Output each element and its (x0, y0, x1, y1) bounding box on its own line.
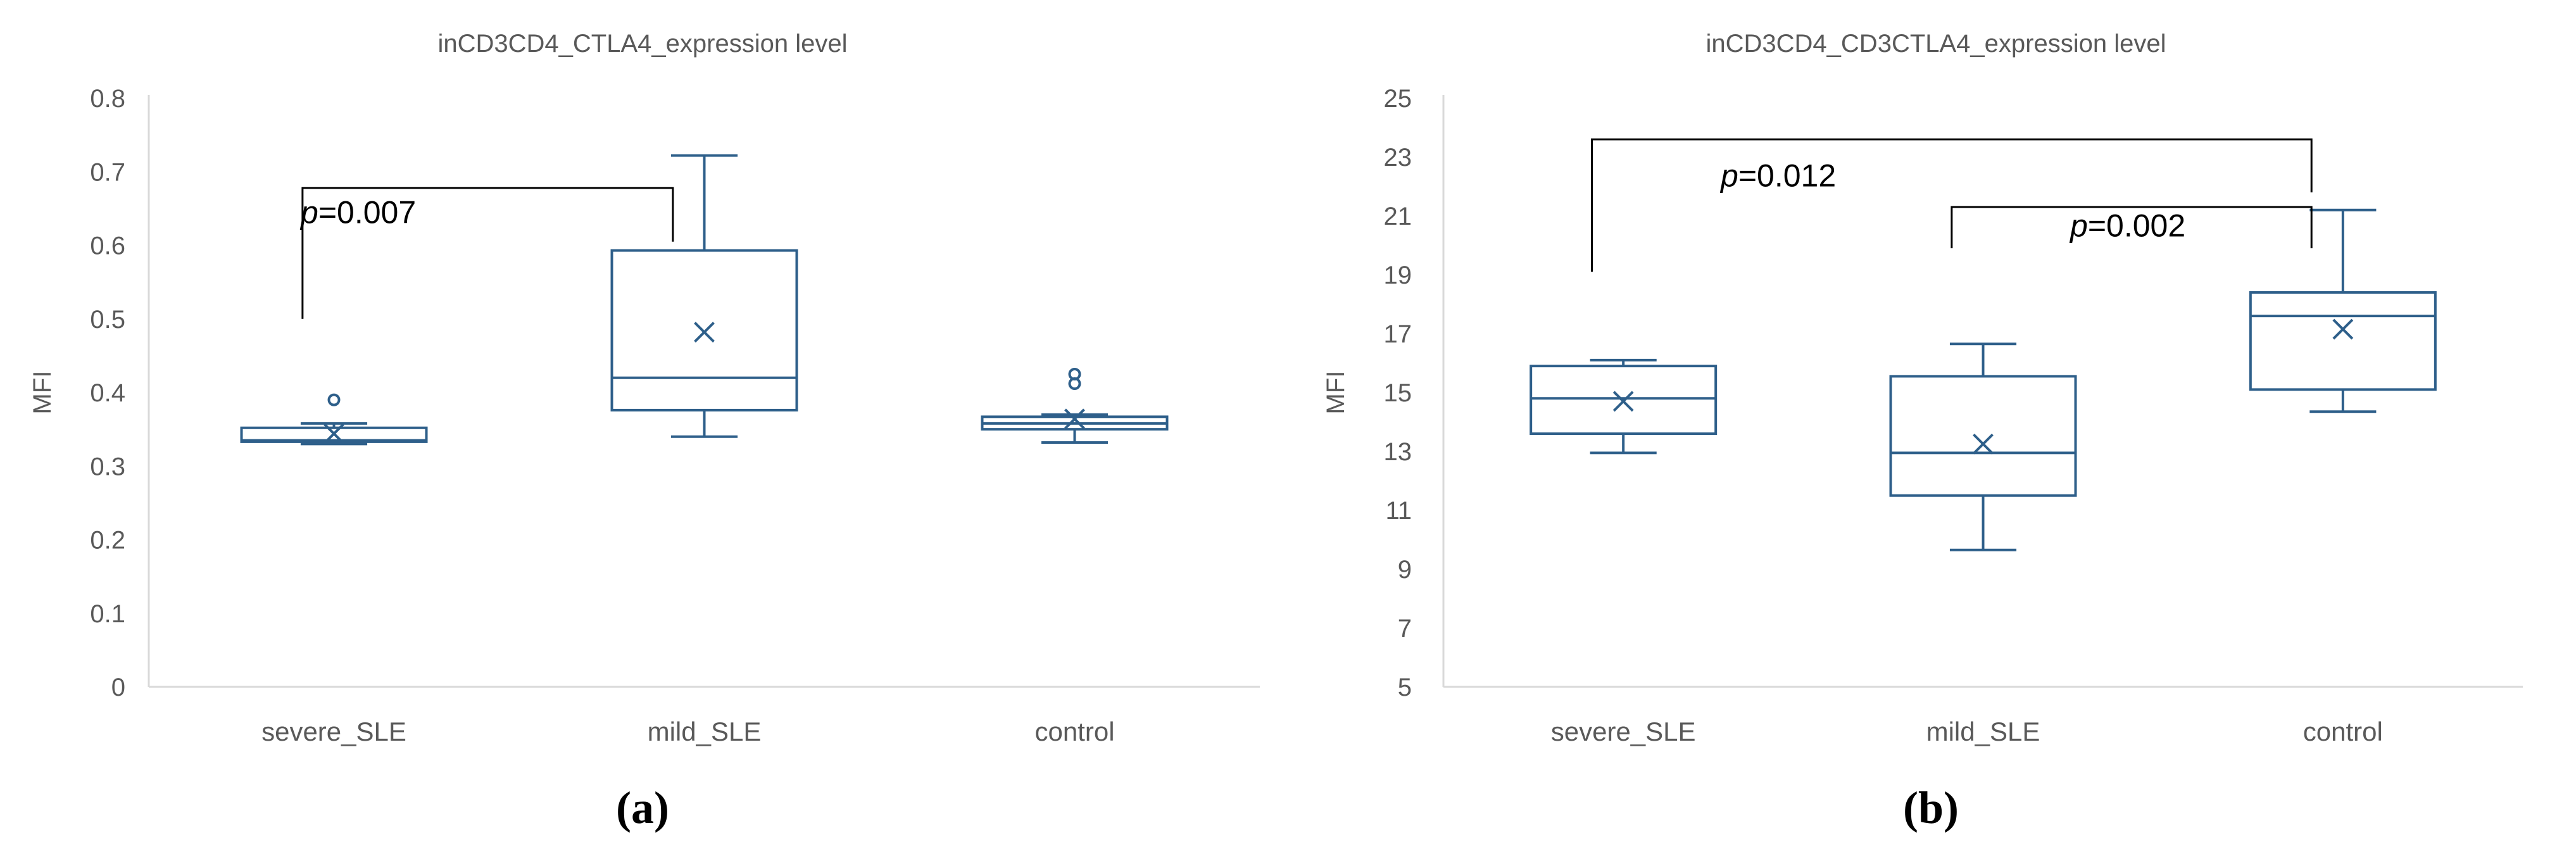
panel-label: (a) (616, 782, 669, 833)
y-tick-label: 9 (1398, 556, 1412, 584)
y-tick-label: 23 (1384, 144, 1412, 172)
box-iqr (610, 249, 798, 411)
box-iqr (240, 426, 428, 443)
p-value-label: p=0.012 (1719, 158, 1836, 194)
significance-bracket: p=0.007 (299, 187, 674, 319)
box-control (2249, 208, 2437, 413)
outlier-point (1068, 367, 1081, 380)
mean-marker (2332, 318, 2354, 340)
outlier-point (327, 393, 341, 406)
chart-panel-1: inCD3CD4_CTLA4_expression level 0 0.1 0.2 0.… (28, 30, 1260, 833)
y-axis-label: MFI (28, 371, 56, 415)
chart-title: inCD3CD4_CD3CTLA4_expression level (1706, 30, 2166, 58)
mean-marker (1973, 433, 1994, 455)
y-axis-label: MFI (1322, 371, 1350, 415)
y-tick-label: 15 (1384, 379, 1412, 407)
y-tick-label: 5 (1398, 674, 1412, 701)
bracket-line (1951, 206, 2313, 249)
x-tick-label: mild_SLE (648, 717, 762, 746)
y-tick-label: 17 (1384, 320, 1412, 348)
y-tick-label: 19 (1384, 261, 1412, 289)
p-value-label: p=0.007 (299, 195, 416, 230)
p-symbol: p (1719, 158, 1738, 194)
box-mild_SLE (610, 154, 798, 438)
mean-marker (324, 423, 344, 444)
y-tick-label: 0.3 (90, 453, 125, 480)
box-iqr (1530, 365, 1718, 436)
y-tick-label: 0.8 (90, 85, 125, 113)
x-tick-label: mild_SLE (1926, 717, 2040, 746)
y-tick-label: 0.5 (90, 306, 125, 334)
box-severe_SLE (240, 393, 428, 446)
y-tick-label: 21 (1384, 203, 1412, 230)
bracket-line (1591, 138, 2313, 272)
y-tick-label: 0.6 (90, 232, 125, 260)
y-tick-label: 0.7 (90, 158, 125, 186)
box-iqr (1889, 375, 2077, 497)
y-tick-label: 0.1 (90, 600, 125, 628)
p-value-label: p=0.002 (2069, 208, 2185, 244)
p-symbol: p (2069, 208, 2088, 244)
p-value: =0.007 (318, 195, 416, 230)
significance-bracket: p=0.002 (1951, 206, 2313, 249)
y-tick-label: 7 (1398, 615, 1412, 643)
p-symbol: p (299, 195, 318, 230)
significance-bracket: p=0.012 (1591, 138, 2313, 272)
x-tick-label: severe_SLE (1551, 717, 1696, 746)
panel-label: (b) (1903, 782, 1959, 833)
chart-panel-2: inCD3CD4_CD3CTLA4_expression level 5 7 9 11 1… (1322, 30, 2523, 833)
y-tick-label: 0 (111, 674, 125, 701)
chart-title: inCD3CD4_CTLA4_expression level (438, 30, 848, 58)
y-tick-label: 0.2 (90, 527, 125, 555)
p-value: =0.012 (1738, 158, 1836, 194)
bracket-line (301, 187, 674, 319)
y-tick-label: 11 (1385, 497, 1412, 525)
box-severe_SLE (1530, 358, 1718, 455)
x-tick-label: severe_SLE (261, 717, 406, 746)
p-value: =0.002 (2088, 208, 2185, 244)
mean-marker (1612, 391, 1634, 412)
box-iqr (2249, 291, 2437, 391)
box-mild_SLE (1889, 342, 2077, 551)
box-control (981, 367, 1169, 444)
x-tick-label: control (1034, 717, 1114, 746)
mean-marker (1064, 408, 1085, 430)
y-tick-label: 25 (1384, 85, 1412, 113)
mean-marker (694, 322, 715, 343)
y-tick-label: 0.4 (90, 379, 125, 407)
x-tick-label: control (2303, 717, 2383, 746)
y-tick-label: 13 (1384, 438, 1412, 466)
